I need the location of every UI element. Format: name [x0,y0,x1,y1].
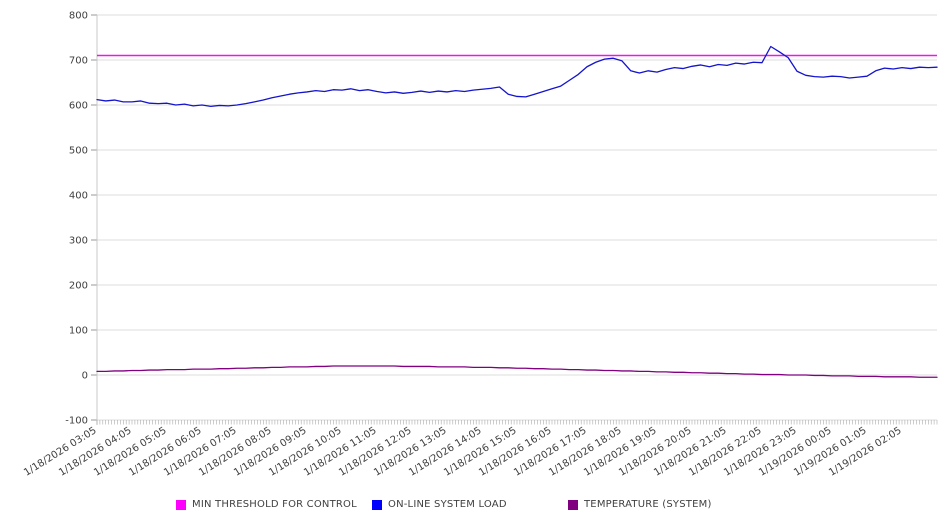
y-tick-label: -100 [65,416,88,427]
series-line-2 [96,365,938,378]
legend-label-system-load: ON-LINE SYSTEM LOAD [388,499,507,510]
legend-swatch-system-load-icon [372,499,382,510]
y-tick-label: 0 [82,371,88,382]
y-tick-label: 300 [69,236,88,247]
legend: MIN THRESHOLD FOR CONTROL ON-LINE SYSTEM… [176,499,764,510]
y-tick-label: 500 [69,146,88,157]
legend-swatch-min-threshold-icon [176,499,186,510]
legend-label-temperature: TEMPERATURE (SYSTEM) [584,499,712,510]
y-tick-label: 100 [69,326,88,337]
y-tick-label: 700 [69,56,88,67]
y-tick-label: 600 [69,101,88,112]
legend-item-system-load: ON-LINE SYSTEM LOAD [372,499,568,510]
series-line-1 [96,45,938,107]
legend-item-temperature: TEMPERATURE (SYSTEM) [568,499,764,510]
legend-label-min-threshold: MIN THRESHOLD FOR CONTROL [192,499,357,510]
legend-item-min-threshold: MIN THRESHOLD FOR CONTROL [176,499,372,510]
y-tick-label: 800 [69,11,88,22]
legend-swatch-temperature-icon [568,499,578,510]
y-tick-label: 400 [69,191,88,202]
y-tick-label: 200 [69,281,88,292]
